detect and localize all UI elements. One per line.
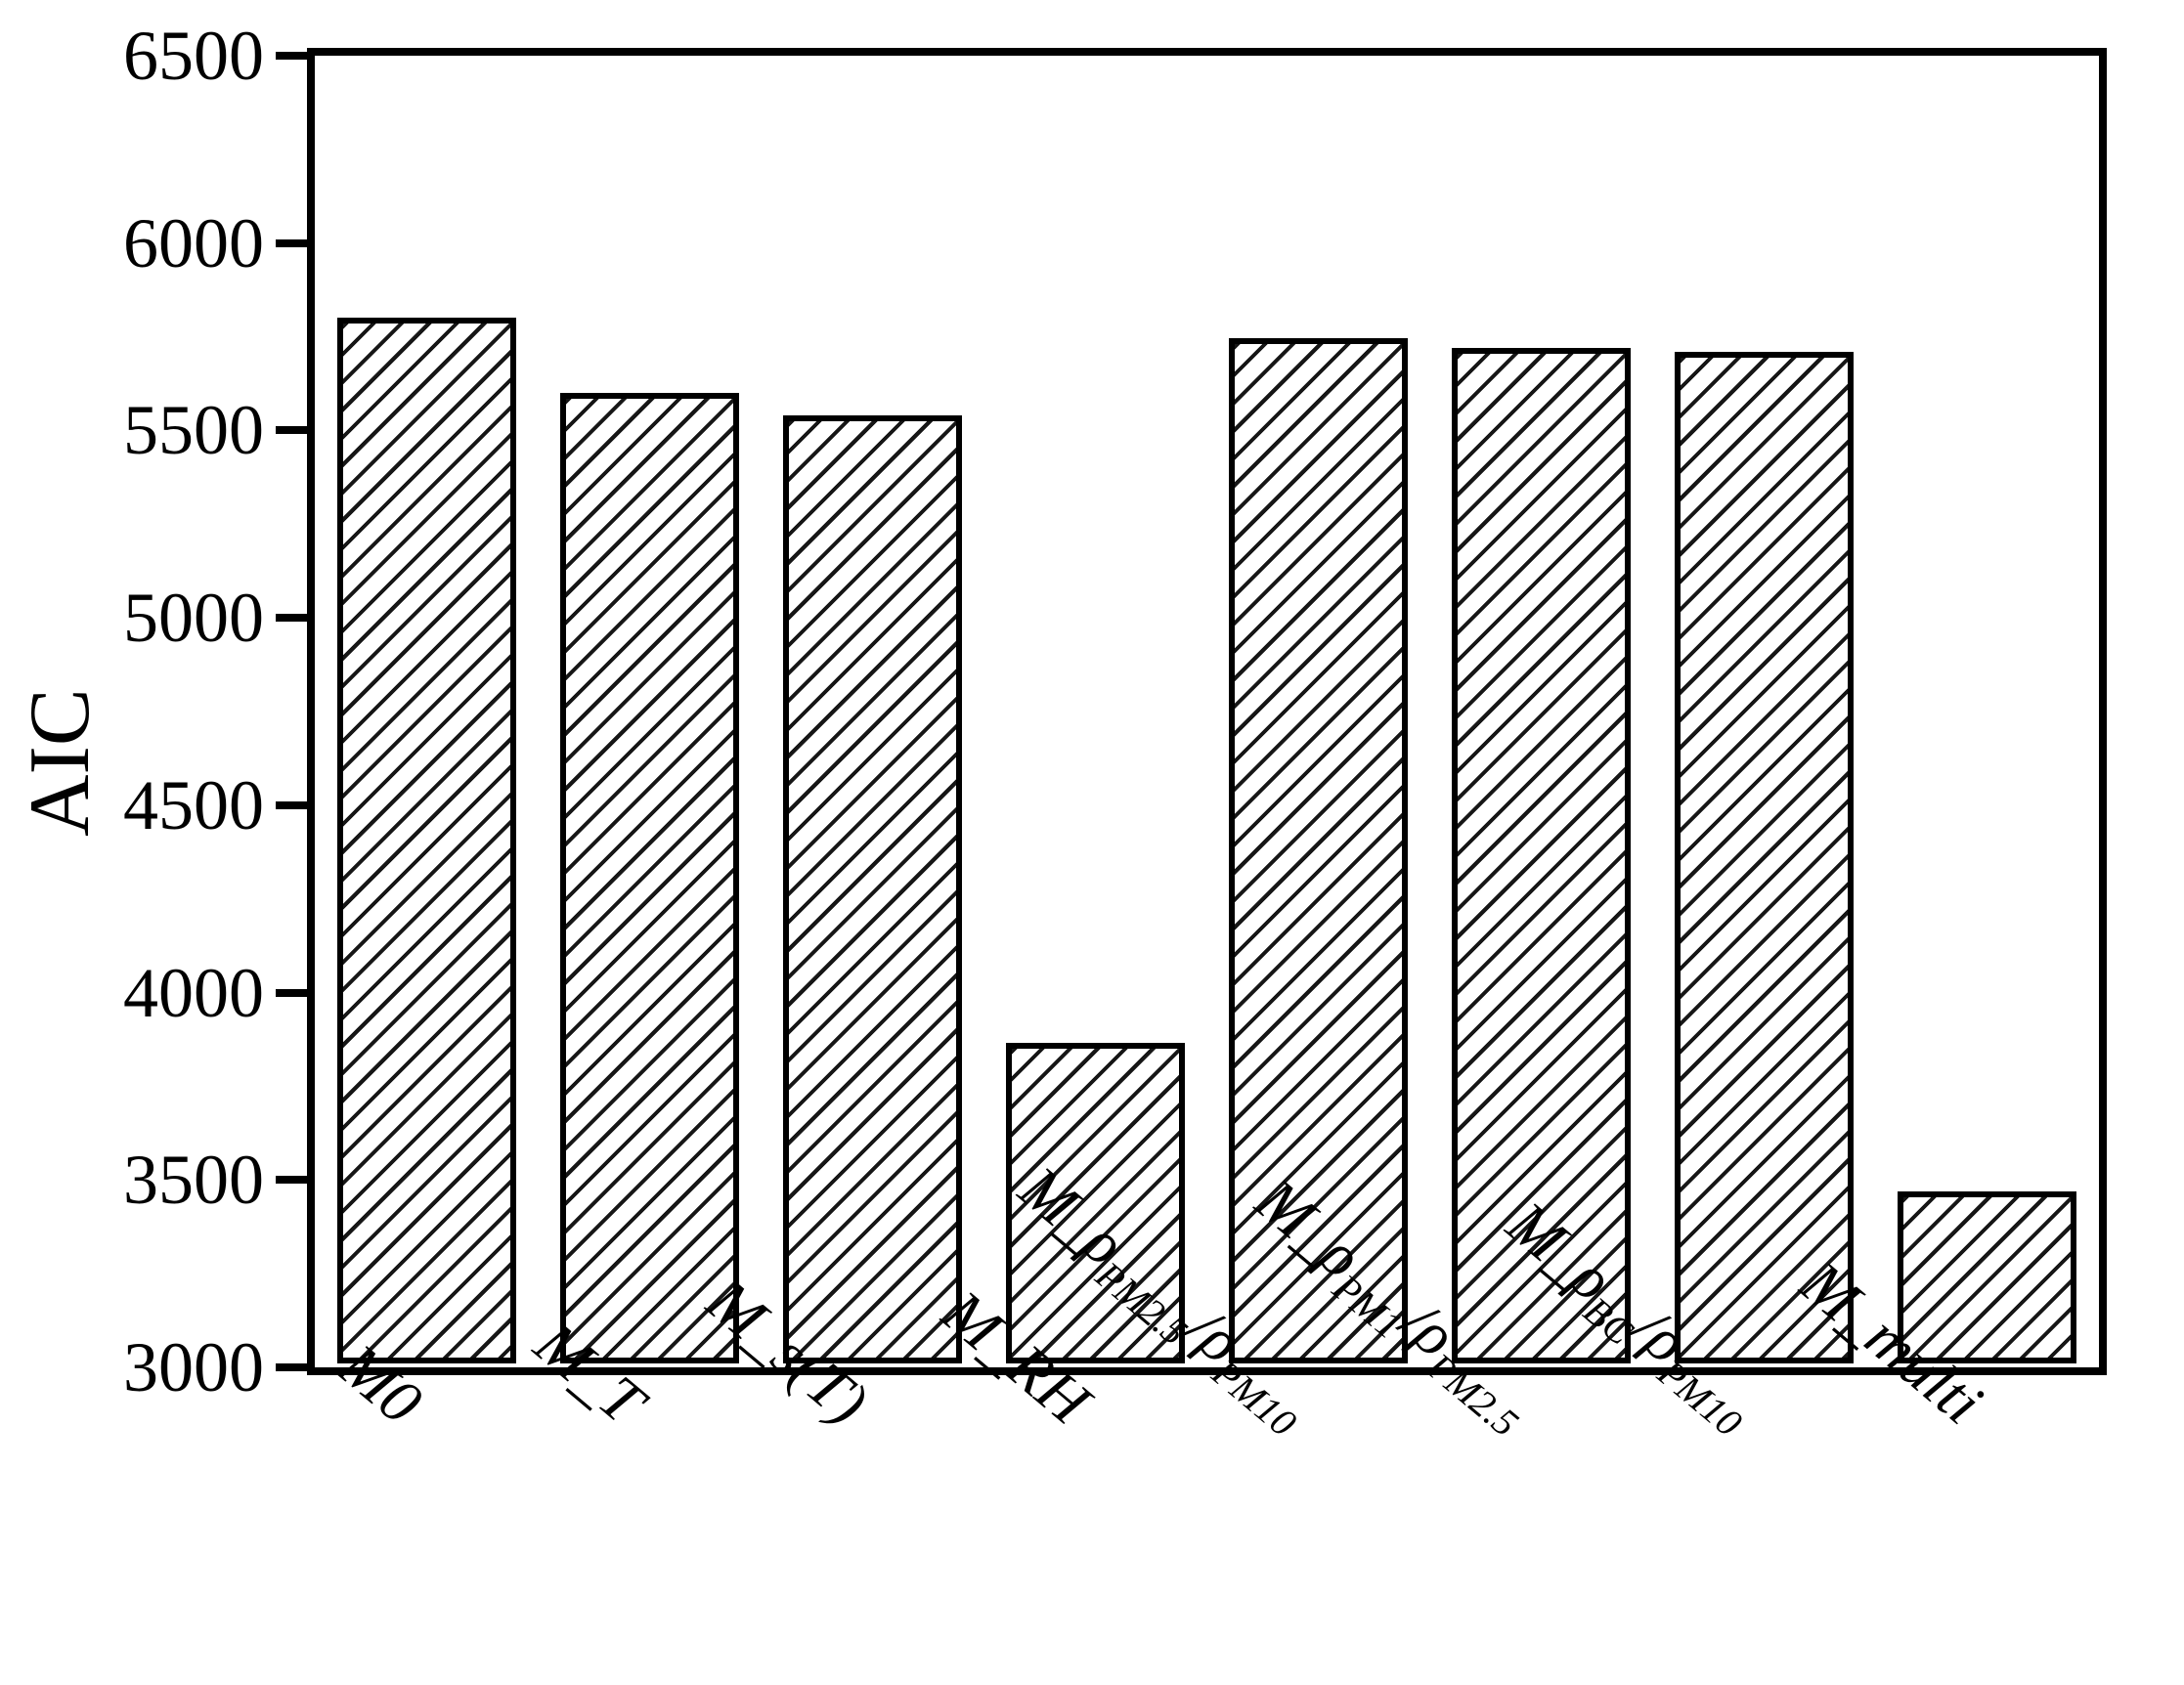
- bar: [560, 393, 739, 1363]
- y-tick-label: 3500: [123, 1141, 264, 1220]
- y-tick-label: 6000: [123, 203, 264, 282]
- y-tick-mark: [276, 800, 311, 809]
- y-tick-mark: [276, 52, 311, 60]
- bar: [783, 415, 962, 1363]
- y-tick-label: 4000: [123, 953, 264, 1032]
- label-subscript: PM10: [1649, 1351, 1750, 1446]
- y-tick-label: 3000: [123, 1328, 264, 1406]
- label-subscript: PM10: [1203, 1351, 1304, 1446]
- bar: [1229, 338, 1408, 1363]
- y-tick-label: 4500: [123, 765, 264, 844]
- bar: [1452, 348, 1631, 1363]
- plot-frame: [307, 48, 2107, 1375]
- bar: [1898, 1191, 2076, 1363]
- y-tick-mark: [276, 238, 311, 247]
- y-tick-mark: [276, 614, 311, 623]
- y-tick-mark: [276, 988, 311, 997]
- bar: [1006, 1043, 1185, 1363]
- bar: [337, 318, 516, 1363]
- y-tick-label: 6500: [123, 17, 264, 95]
- y-tick-label: 5500: [123, 391, 264, 470]
- label-subscript: PM2.5: [1419, 1344, 1527, 1446]
- y-tick-mark: [276, 1176, 311, 1185]
- y-tick-label: 5000: [123, 579, 264, 658]
- y-tick-mark: [276, 1363, 311, 1371]
- y-tick-mark: [276, 426, 311, 435]
- bar: [1675, 352, 1854, 1363]
